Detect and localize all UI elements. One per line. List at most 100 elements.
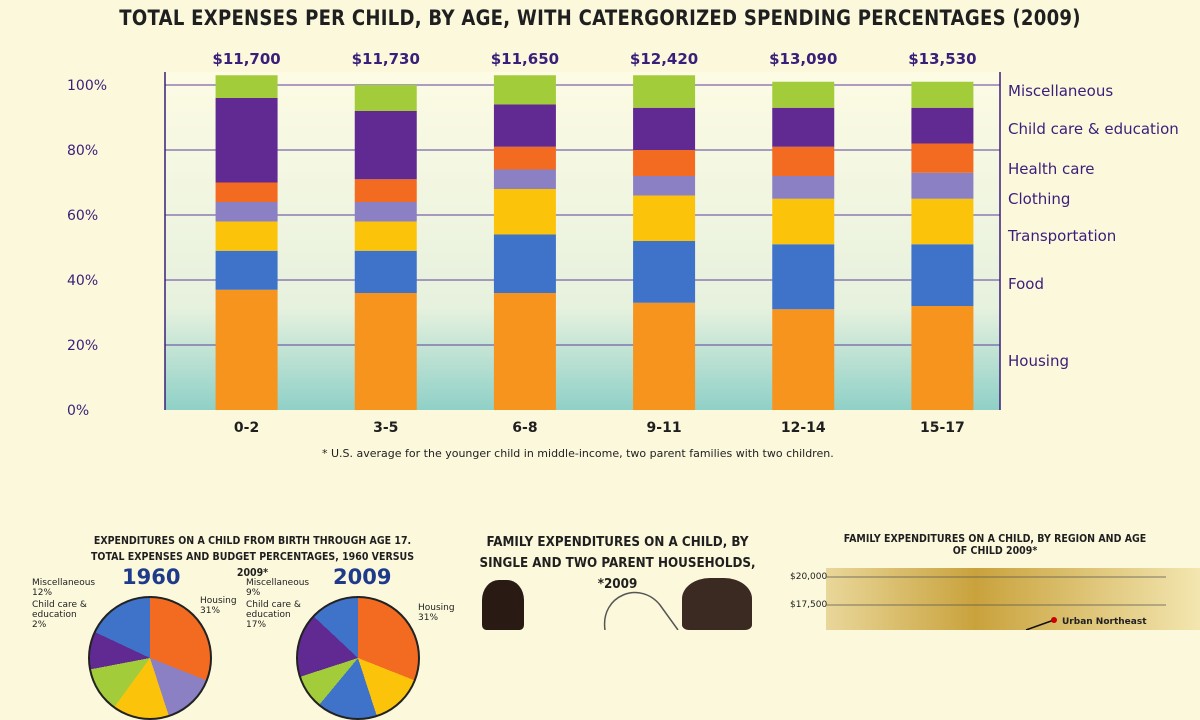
y-tick-labels: 0% 20% 40% 60% 80% 100% bbox=[67, 78, 107, 419]
legend-item: Child care & education bbox=[1008, 120, 1179, 138]
bar-segment-child-care-education bbox=[633, 107, 696, 150]
urban-northeast-label: Urban Northeast bbox=[1062, 617, 1147, 627]
right-subchart-title: FAMILY EXPENDITURES ON A CHILD, BY REGIO… bbox=[843, 533, 1147, 557]
pie2-misc-label: Miscellaneous 9% bbox=[246, 578, 310, 598]
total-label: $13,090 bbox=[769, 50, 837, 68]
bar-segment-child-care-education bbox=[772, 107, 835, 147]
bar-segment-transportation bbox=[911, 198, 974, 245]
gridlines bbox=[165, 84, 1000, 346]
region-chart-panel bbox=[826, 568, 1200, 630]
bar-segment-health-care bbox=[215, 182, 278, 202]
bar-segment-clothing bbox=[911, 172, 974, 199]
y-tick-label: 100% bbox=[67, 78, 107, 94]
bar-segment-clothing bbox=[215, 202, 278, 222]
x-tick-label: 12-14 bbox=[781, 420, 826, 436]
total-label: $11,730 bbox=[352, 50, 420, 68]
legend-item: Miscellaneous bbox=[1008, 82, 1113, 100]
y-tick-label: 0% bbox=[67, 403, 89, 419]
left-subchart-title: EXPENDITURES ON A CHILD FROM BIRTH THROU… bbox=[90, 535, 415, 579]
bar-segment-housing bbox=[633, 302, 696, 410]
bar-segment-transportation bbox=[633, 195, 696, 241]
bar-segment-child-care-education bbox=[493, 104, 556, 147]
bar-segment-food bbox=[633, 241, 696, 303]
x-tick-label: 6-8 bbox=[512, 420, 537, 436]
bar-segment-clothing bbox=[633, 176, 696, 196]
bar-segment-transportation bbox=[493, 189, 556, 235]
total-label: $12,420 bbox=[630, 50, 698, 68]
bar-segment-child-care-education bbox=[354, 111, 417, 180]
x-tick-label: 15-17 bbox=[920, 420, 965, 436]
bar-stack-12-14 bbox=[772, 81, 835, 410]
bar-segment-health-care bbox=[772, 146, 835, 176]
total-labels: $11,700 $11,730 $11,650 $12,420 $13,090 $13,5… bbox=[212, 50, 976, 68]
pie2-housing-label: Housing 31% bbox=[418, 603, 455, 623]
bar-segment-health-care bbox=[633, 150, 696, 176]
bar-stack-6-8 bbox=[493, 75, 556, 410]
x-tick-label: 0-2 bbox=[234, 420, 259, 436]
y-tick-label: 60% bbox=[67, 208, 98, 224]
bar-segment-child-care-education bbox=[215, 98, 278, 183]
pie1-housing-label: Housing 31% bbox=[200, 596, 237, 616]
x-tick-label: 9-11 bbox=[647, 420, 682, 436]
legend-item: Health care bbox=[1008, 160, 1095, 178]
bar-stack-0-2 bbox=[215, 75, 278, 410]
pie-1960 bbox=[88, 596, 212, 720]
bar-segment-clothing bbox=[772, 176, 835, 199]
total-label: $11,650 bbox=[491, 50, 559, 68]
pie1-care-label: Child care & education 2% bbox=[32, 600, 87, 630]
bar-segment-clothing bbox=[354, 202, 417, 222]
bar-segment-miscellaneous bbox=[911, 81, 974, 108]
bar-segment-miscellaneous bbox=[215, 75, 278, 98]
bar-segment-miscellaneous bbox=[493, 75, 556, 105]
bar-segment-child-care-education bbox=[911, 107, 974, 144]
bar-segment-health-care bbox=[493, 146, 556, 170]
bar-segment-housing bbox=[772, 309, 835, 410]
bar-segment-food bbox=[911, 244, 974, 306]
footnote: * U.S. average for the younger child in … bbox=[322, 447, 834, 460]
y-tick-label: 80% bbox=[67, 143, 98, 159]
bar-segment-housing bbox=[911, 306, 974, 410]
region-chart-grid bbox=[826, 576, 1166, 630]
bar-stack-3-5 bbox=[354, 85, 417, 410]
connector-loop-icon bbox=[603, 591, 679, 630]
legend: Miscellaneous Child care & education Healt… bbox=[1007, 82, 1179, 370]
bar-segment-clothing bbox=[493, 169, 556, 189]
bar-segment-food bbox=[215, 250, 278, 290]
bar-segment-housing bbox=[354, 293, 417, 410]
legend-item: Transportation bbox=[1007, 227, 1116, 245]
bar-segment-food bbox=[354, 250, 417, 293]
bar-segment-miscellaneous bbox=[633, 75, 696, 108]
bar-segment-housing bbox=[215, 289, 278, 410]
bar-segment-food bbox=[772, 244, 835, 310]
total-label: $13,530 bbox=[908, 50, 976, 68]
bar-segment-health-care bbox=[911, 143, 974, 173]
y-tick-label: 20% bbox=[67, 338, 98, 354]
bar-stack-9-11 bbox=[633, 75, 696, 410]
right-ytick-20000: $20,000 bbox=[790, 572, 828, 582]
year-2009: 2009 bbox=[333, 565, 392, 589]
middle-subchart-title: FAMILY EXPENDITURES ON A CHILD, BY SINGL… bbox=[479, 535, 756, 592]
x-tick-label: 3-5 bbox=[373, 420, 398, 436]
stacked-bar-chart: 0% 20% 40% 60% 80% 100% $11,700 $11,730 $11,650… bbox=[67, 50, 1179, 436]
pie2-care-label: Child care & education 17% bbox=[246, 600, 301, 630]
bars bbox=[215, 75, 974, 410]
bar-segment-miscellaneous bbox=[354, 85, 417, 111]
year-1960: 1960 bbox=[122, 565, 181, 589]
legend-item: Food bbox=[1008, 275, 1044, 293]
y-tick-label: 40% bbox=[67, 273, 98, 289]
two-parent-photo bbox=[682, 578, 752, 630]
legend-item: Housing bbox=[1008, 352, 1069, 370]
legend-item: Clothing bbox=[1008, 190, 1070, 208]
bar-segment-transportation bbox=[772, 198, 835, 245]
pie1-misc-label: Miscellaneous 12% bbox=[32, 578, 96, 598]
bar-segment-housing bbox=[493, 293, 556, 410]
chart-title: TOTAL EXPENSES PER CHILD, BY AGE, WITH C… bbox=[119, 6, 1081, 30]
bar-segment-health-care bbox=[354, 179, 417, 202]
single-parent-photo bbox=[482, 580, 524, 630]
plot-background bbox=[165, 72, 1000, 410]
bar-segment-food bbox=[493, 234, 556, 293]
bar-segment-transportation bbox=[215, 221, 278, 251]
bar-stack-15-17 bbox=[911, 81, 974, 410]
bar-segment-miscellaneous bbox=[772, 81, 835, 108]
right-ytick-17500: $17,500 bbox=[790, 600, 828, 610]
